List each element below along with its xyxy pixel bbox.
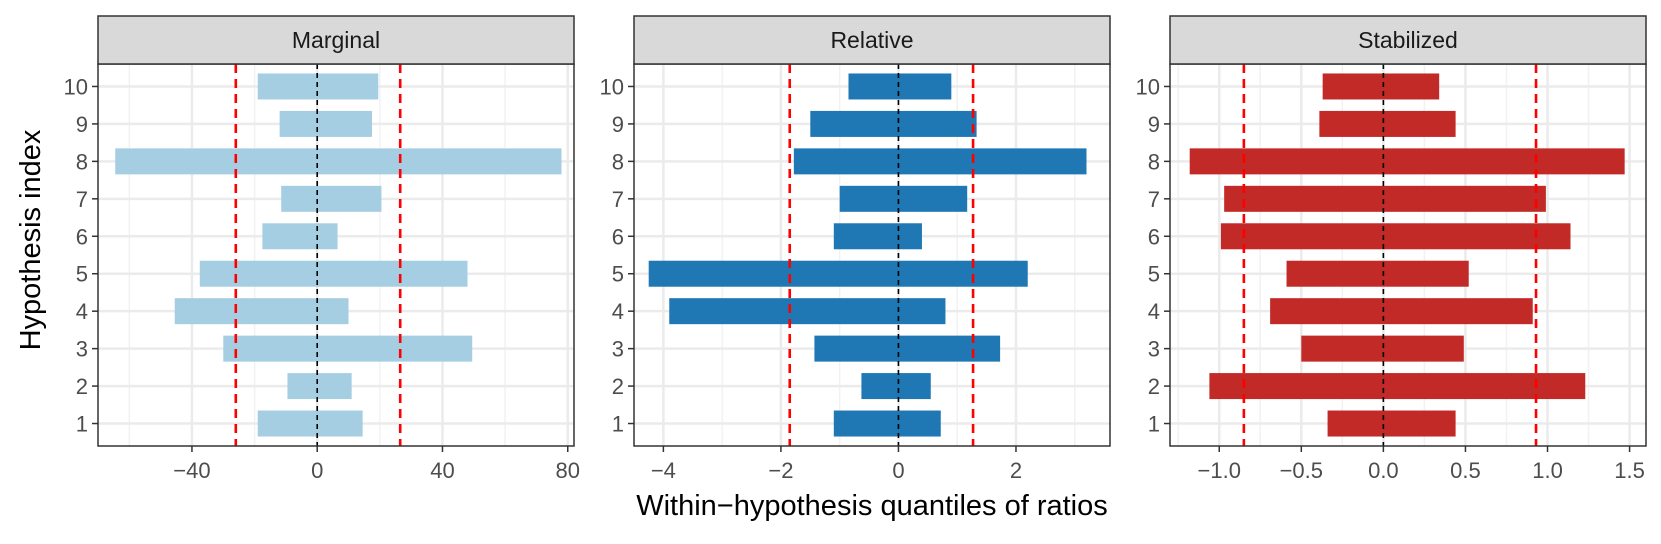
y-tick-label: 8 — [1148, 149, 1160, 174]
bar-hypothesis-2 — [287, 373, 352, 400]
y-tick-label: 9 — [1148, 112, 1160, 137]
y-tick-label: 4 — [76, 299, 88, 324]
bar-hypothesis-4 — [1270, 298, 1533, 325]
bar-hypothesis-5 — [648, 260, 1028, 287]
y-tick-label: 10 — [64, 74, 88, 99]
bar-hypothesis-9 — [1319, 110, 1456, 137]
facet-strip — [97, 15, 575, 65]
bar-hypothesis-4 — [174, 298, 349, 325]
bar-hypothesis-1 — [257, 410, 363, 437]
facet-strip — [1169, 15, 1647, 65]
bar-hypothesis-1 — [833, 410, 941, 437]
x-tick-label: 40 — [430, 458, 454, 483]
bar-hypothesis-5 — [1286, 260, 1469, 287]
bar-hypothesis-4 — [669, 298, 946, 325]
x-axis-title: Within−hypothesis quantiles of ratios — [636, 490, 1108, 522]
x-tick-label: 0 — [311, 458, 323, 483]
bar-hypothesis-5 — [199, 260, 468, 287]
bar-hypothesis-8 — [793, 148, 1087, 175]
x-tick-label: 1.0 — [1532, 458, 1563, 483]
y-tick-label: 10 — [1136, 74, 1160, 99]
bar-hypothesis-10 — [848, 73, 952, 100]
bar-hypothesis-7 — [839, 185, 968, 212]
facet-title: Relative — [830, 27, 913, 53]
y-tick-label: 4 — [1148, 299, 1160, 324]
bar-hypothesis-2 — [1209, 373, 1586, 400]
bar-hypothesis-6 — [833, 223, 922, 250]
y-tick-label: 9 — [76, 112, 88, 137]
y-tick-label: 2 — [76, 374, 88, 399]
y-tick-label: 7 — [612, 187, 624, 212]
bar-hypothesis-3 — [1301, 335, 1464, 362]
bar-hypothesis-10 — [1322, 73, 1440, 100]
x-tick-label: 80 — [555, 458, 579, 483]
bar-hypothesis-3 — [814, 335, 1001, 362]
x-tick-label: 0.0 — [1368, 458, 1399, 483]
x-tick-label: 1.5 — [1614, 458, 1645, 483]
bar-hypothesis-7 — [281, 185, 382, 212]
y-tick-label: 10 — [600, 74, 624, 99]
bar-hypothesis-8 — [1189, 148, 1625, 175]
x-tick-label: −1.0 — [1198, 458, 1241, 483]
y-tick-label: 2 — [1148, 374, 1160, 399]
x-tick-label: −40 — [173, 458, 210, 483]
bar-hypothesis-6 — [262, 223, 338, 250]
bar-hypothesis-8 — [115, 148, 562, 175]
x-tick-label: 0 — [892, 458, 904, 483]
y-tick-label: 8 — [76, 149, 88, 174]
y-tick-label: 1 — [76, 412, 88, 437]
panel-stabilized: Stabilized −1.0 −0.5 0.0 0.5 1.0 1.5 1 2 3 4 5 6 7 8 9 1… — [1136, 15, 1647, 483]
y-tick-label: 4 — [612, 299, 624, 324]
bar-hypothesis-9 — [279, 110, 373, 137]
bar-hypothesis-6 — [1220, 223, 1571, 250]
y-tick-label: 7 — [1148, 187, 1160, 212]
bar-hypothesis-9 — [810, 110, 977, 137]
y-tick-label: 3 — [1148, 337, 1160, 362]
y-tick-label: 6 — [1148, 224, 1160, 249]
facet-strip — [633, 15, 1111, 65]
bar-hypothesis-1 — [1327, 410, 1456, 437]
y-tick-label: 5 — [612, 262, 624, 287]
x-tick-label: −2 — [768, 458, 793, 483]
x-tick-label: 0.5 — [1450, 458, 1481, 483]
x-tick-label: −0.5 — [1280, 458, 1323, 483]
bar-hypothesis-3 — [223, 335, 473, 362]
y-tick-label: 5 — [76, 262, 88, 287]
y-tick-label: 1 — [1148, 412, 1160, 437]
facet-title: Marginal — [292, 27, 380, 53]
panel-marginal: Marginal −40 0 40 80 1 2 3 4 5 6 7 8 9 10 — [64, 15, 580, 483]
x-tick-label: −4 — [651, 458, 676, 483]
x-tick-label: 2 — [1010, 458, 1022, 483]
y-tick-label: 1 — [612, 412, 624, 437]
y-axis-title: Hypothesis index — [15, 129, 47, 350]
y-tick-label: 6 — [76, 224, 88, 249]
y-tick-label: 7 — [76, 187, 88, 212]
facet-title: Stabilized — [1358, 27, 1458, 53]
y-tick-label: 6 — [612, 224, 624, 249]
y-tick-label: 5 — [1148, 262, 1160, 287]
panel-relative: Relative −4 −2 0 2 1 2 3 4 5 6 7 8 9 10 — [600, 15, 1111, 483]
y-tick-label: 3 — [76, 337, 88, 362]
y-tick-label: 9 — [612, 112, 624, 137]
y-tick-label: 8 — [612, 149, 624, 174]
bar-hypothesis-7 — [1224, 185, 1546, 212]
y-tick-label: 3 — [612, 337, 624, 362]
bar-hypothesis-2 — [861, 373, 931, 400]
y-tick-label: 2 — [612, 374, 624, 399]
